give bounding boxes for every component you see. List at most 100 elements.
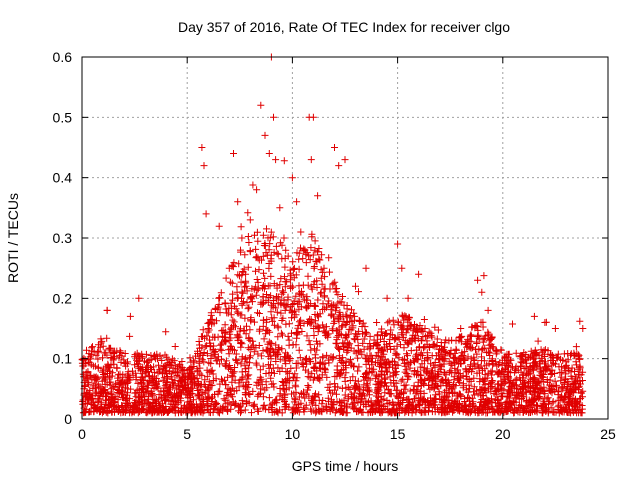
data-point [156,352,164,360]
data-point [322,403,330,411]
data-point [502,378,510,386]
data-point [425,407,432,415]
data-point [269,233,277,241]
data-point [218,377,226,385]
data-point [475,364,483,372]
data-point [281,403,289,411]
data-point [306,256,314,264]
data-point [519,384,526,392]
data-point [303,360,311,368]
data-point [309,251,317,259]
data-point [338,322,346,330]
data-point [392,368,400,376]
data-point [412,324,420,332]
data-point [222,274,230,282]
data-point-peak [126,312,134,320]
data-point [258,300,266,308]
data-point [562,376,570,384]
data-point [210,377,218,384]
data-point [542,404,550,412]
data-point [488,367,496,375]
data-point [415,394,423,402]
data-point [178,367,186,375]
data-point [325,254,333,262]
data-point-peak [265,150,273,157]
data-point-peak [383,294,391,302]
data-point [346,340,354,348]
data-point [407,321,415,329]
data-point [544,407,552,415]
data-point [253,228,261,236]
data-point-peak [362,264,370,272]
data-point [387,390,395,398]
data-point [371,374,379,382]
data-point [278,255,286,263]
data-point [541,401,549,409]
data-point [339,409,346,416]
data-point [271,348,279,356]
data-point [488,355,496,363]
data-point [411,358,418,366]
data-point [307,357,315,365]
data-point [519,408,527,416]
data-point [223,399,231,407]
data-point [309,396,317,404]
data-point [245,364,253,372]
data-point [279,287,286,295]
data-point [234,332,242,340]
data-point-peak [162,379,170,387]
data-point [393,386,401,394]
data-point [564,356,572,364]
data-point [354,367,362,375]
data-point [294,300,302,308]
data-point [424,356,432,364]
data-point [123,391,131,399]
data-point [205,326,213,334]
data-point [233,331,241,339]
data-point [374,381,382,389]
data-point [253,276,261,283]
data-point [430,361,438,369]
y-tick-label: 0.5 [53,109,73,125]
data-point [404,407,412,415]
data-point [575,355,583,363]
data-point [439,379,447,387]
data-point [308,233,316,241]
data-point [261,274,269,282]
data-point [259,231,267,239]
data-point [292,341,300,349]
data-point [253,253,261,261]
data-point [479,389,487,397]
data-point [313,367,321,375]
data-point [112,393,120,401]
data-point [291,395,299,403]
data-point [526,408,534,416]
data-point [355,288,362,296]
data-point [304,272,312,280]
data-point [313,346,321,354]
data-point [227,304,235,312]
data-point [124,372,132,380]
data-point [492,358,500,366]
data-point [412,408,420,416]
data-point [416,343,423,351]
data-point [162,328,170,336]
data-point [567,350,575,358]
data-point [99,354,106,362]
data-point [348,306,355,314]
data-point [262,346,270,354]
data-point [252,267,259,275]
data-point [277,329,285,337]
data-point [237,278,245,286]
data-point [331,386,339,394]
data-point [79,370,87,378]
data-point [237,339,244,347]
data-point [378,328,385,336]
data-point [433,342,441,349]
data-point [182,385,190,393]
data-point [336,399,344,407]
data-point [530,359,538,367]
data-point [265,394,273,402]
data-point [332,288,340,296]
data-point [267,228,275,236]
